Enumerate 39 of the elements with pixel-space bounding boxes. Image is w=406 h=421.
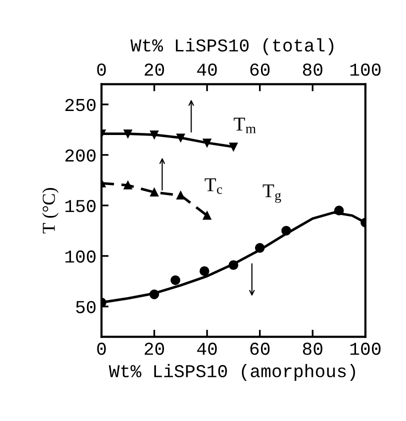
point	[202, 138, 212, 147]
point	[150, 188, 158, 196]
x2-tick-label: 0	[97, 64, 106, 76]
x2-axis-title: Wt% LiSPS10 (total)	[130, 38, 334, 56]
x-tick-label: 40	[197, 342, 217, 355]
point	[202, 211, 212, 220]
x2-tick-label: 40	[197, 64, 217, 76]
point	[334, 206, 344, 216]
x-tick-label: 0	[97, 342, 106, 355]
point	[281, 226, 292, 236]
x2-tick-label: 100	[350, 64, 381, 76]
x-tick-label: 60	[250, 342, 270, 355]
y-axis-title: T (°C)	[42, 188, 59, 234]
point	[228, 260, 238, 270]
x-tick-label: 80	[302, 342, 322, 355]
y-tick-label: 50	[76, 300, 96, 314]
point	[200, 266, 210, 276]
x-axis-title: Wt% LiSPS10 (amorphous)	[108, 364, 356, 381]
x-tick-label: 20	[144, 342, 164, 355]
point	[150, 130, 158, 139]
x-tick-label: 100	[350, 342, 381, 355]
point	[170, 275, 180, 286]
x2-tick-label: 20	[144, 64, 164, 76]
y-tick-label: 200	[65, 149, 96, 162]
annotation: T$_{g}$	[262, 184, 282, 203]
y-tick-label: 250	[65, 98, 96, 112]
point	[229, 142, 238, 152]
point	[124, 181, 132, 190]
point	[254, 243, 265, 253]
point	[176, 191, 185, 200]
y-tick-label: 100	[65, 250, 96, 263]
x2-tick-label: 60	[250, 64, 270, 76]
x2-tick-label: 80	[302, 64, 322, 76]
point	[124, 130, 132, 138]
point	[149, 290, 160, 300]
y-tick-label: 150	[65, 200, 96, 212]
annotation: T$_{c}$	[204, 178, 222, 194]
annotation: T$_{m}$	[234, 118, 256, 134]
point	[176, 134, 185, 142]
